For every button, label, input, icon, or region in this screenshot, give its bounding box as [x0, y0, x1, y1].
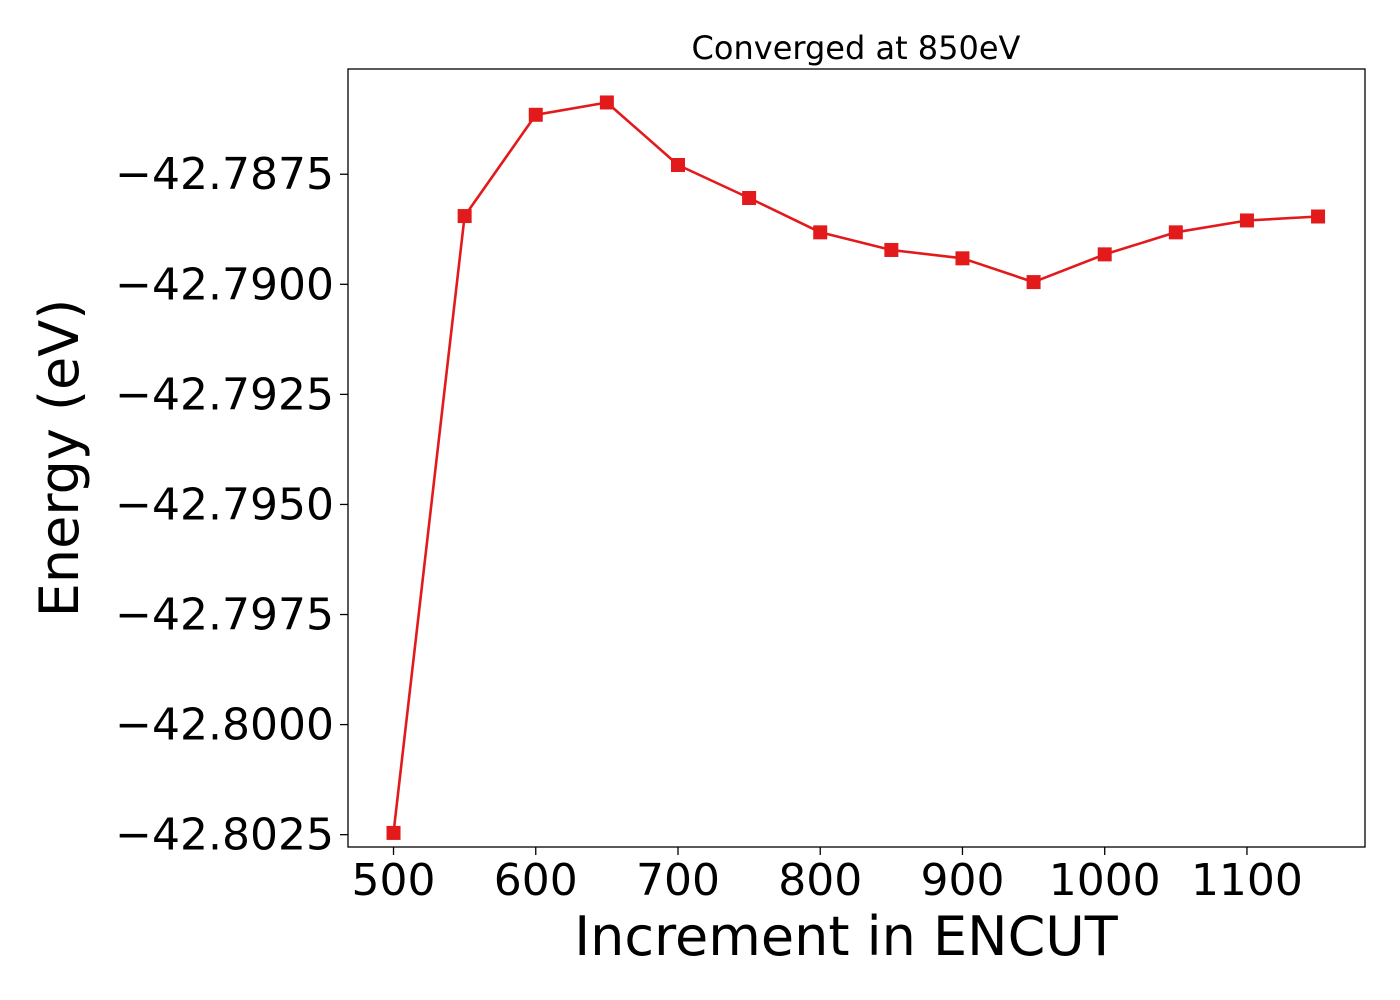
x-tick-label: 700	[636, 855, 720, 906]
x-tick-label: 800	[778, 855, 862, 906]
data-point-marker	[1097, 247, 1112, 262]
y-tick-label: −42.7900	[115, 259, 334, 310]
y-tick-label: −42.7975	[115, 590, 334, 641]
data-point-marker	[1168, 225, 1183, 240]
y-tick-label: −42.7925	[115, 369, 334, 420]
y-tick-label: −42.8025	[115, 810, 334, 861]
data-point-marker	[955, 251, 970, 266]
data-point-marker	[813, 225, 828, 240]
x-tick-label: 600	[494, 855, 578, 906]
y-axis-title: Energy (eV)	[28, 299, 91, 618]
x-tick-label: 900	[920, 855, 1004, 906]
x-tick-label: 1000	[1049, 855, 1161, 906]
data-point-marker	[457, 209, 472, 224]
data-point-marker	[1239, 213, 1254, 228]
y-tick-label: −42.7875	[115, 149, 334, 200]
x-tick-label: 1100	[1191, 855, 1303, 906]
y-axis: −42.7875 −42.7900 −42.7925 −42.7950 −42.7975…	[115, 149, 348, 861]
data-point-marker	[599, 95, 614, 110]
data-point-marker	[884, 242, 899, 257]
y-tick-label: −42.7950	[115, 479, 334, 530]
x-tick-label: 500	[352, 855, 436, 906]
x-axis-title: Increment in ENCUT	[574, 905, 1119, 968]
series-line	[392, 101, 1319, 834]
data-point-marker	[386, 825, 401, 840]
data-point-marker	[528, 107, 543, 122]
chart-title: Converged at 850eV	[692, 29, 1021, 67]
data-point-marker	[1026, 275, 1041, 290]
y-tick-label: −42.8000	[115, 700, 334, 751]
data-point-marker	[742, 191, 757, 206]
series-layer	[386, 95, 1326, 840]
plot-frame	[347, 68, 1366, 848]
x-axis: 500 600 700 800 900 1000 1100	[352, 847, 1303, 906]
data-point-marker	[670, 157, 685, 172]
data-point-marker	[1311, 209, 1326, 224]
